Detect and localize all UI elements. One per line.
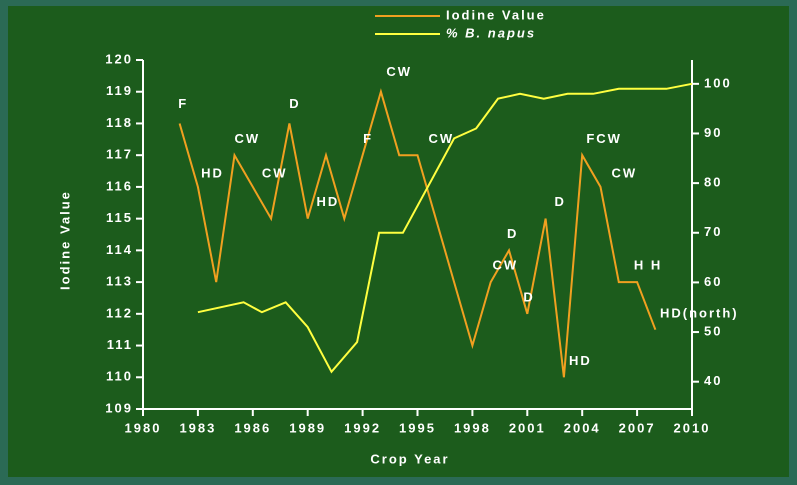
annotation: D (555, 194, 566, 209)
x-tick-label: 1989 (289, 420, 326, 435)
y-tick-label: 118 (106, 115, 133, 130)
annotation: CW (611, 166, 637, 181)
annotation: D (523, 289, 534, 304)
legend-label: % B. napus (446, 25, 536, 40)
y-tick-label: 111 (107, 337, 133, 352)
y-tick-label: 120 (105, 51, 133, 66)
y-tick-label: 113 (106, 274, 133, 289)
y2-tick-label: 70 (704, 224, 722, 239)
annotation: CW (493, 258, 519, 273)
y2-tick-label: 40 (704, 373, 722, 388)
y-tick-label: 109 (105, 400, 133, 415)
annotation: CW (262, 166, 288, 181)
annotation: HD (201, 166, 224, 181)
y-tick-label: 112 (106, 305, 133, 320)
x-tick-label: 2004 (564, 420, 601, 435)
x-tick-label: 2010 (674, 420, 711, 435)
annotation: HD(north) (660, 305, 739, 320)
y-tick-label: 114 (106, 242, 133, 257)
y2-tick-label: 60 (704, 274, 722, 289)
annotation: FCW (586, 131, 622, 146)
y2-tick-label: 100 (704, 75, 732, 90)
annotation: CW (386, 64, 412, 79)
legend-label: Iodine Value (446, 7, 546, 22)
y-tick-label: 117 (106, 147, 133, 162)
x-axis-label: Crop Year (370, 451, 449, 466)
y-axis-label: Iodine Value (57, 190, 72, 290)
annotation: D (289, 96, 300, 111)
y-tick-label: 116 (106, 178, 133, 193)
annotation: F (178, 96, 188, 111)
x-tick-label: 1998 (454, 420, 491, 435)
annotation: CW (428, 131, 454, 146)
y-tick-label: 119 (106, 83, 133, 98)
annotation: H H (634, 258, 662, 273)
annotation: HD (316, 194, 339, 209)
y2-tick-label: 50 (704, 323, 722, 338)
annotation: F (363, 131, 373, 146)
x-tick-label: 2007 (619, 420, 656, 435)
y-tick-label: 115 (106, 210, 133, 225)
x-tick-label: 1995 (399, 420, 436, 435)
chart-background (8, 6, 789, 477)
annotation: HD (569, 353, 592, 368)
y-tick-label: 110 (106, 369, 133, 384)
x-tick-label: 1983 (179, 420, 216, 435)
x-tick-label: 2001 (509, 420, 546, 435)
x-tick-label: 1986 (234, 420, 271, 435)
annotation: D (507, 226, 518, 241)
series-line (197, 82, 693, 374)
annotation: CW (234, 131, 260, 146)
x-tick-label: 1992 (344, 420, 381, 435)
y2-tick-label: 90 (704, 125, 722, 140)
series-line (178, 88, 657, 378)
x-tick-label: 1980 (125, 420, 162, 435)
y2-tick-label: 80 (704, 175, 722, 190)
